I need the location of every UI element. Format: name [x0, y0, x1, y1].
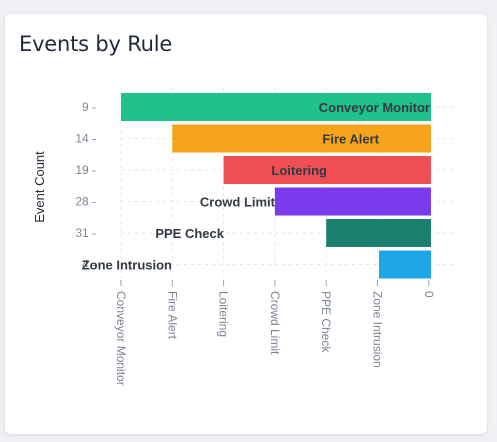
bar: [172, 124, 432, 153]
bar-label: Zone Intrusion: [82, 258, 172, 273]
y-tick-label: 4 -: [82, 258, 96, 272]
bar: [379, 250, 431, 279]
y-tick-label: 28 -: [75, 195, 96, 209]
bar-label: Conveyor Monitor: [319, 100, 430, 115]
x-tick-label: 0: [422, 291, 436, 298]
y-tick-label: 14 -: [75, 132, 96, 146]
y-tick-label: 9 -: [82, 100, 96, 114]
x-tick-label: Crowd Limit: [268, 291, 282, 355]
x-tick-label: PPE Check: [319, 291, 333, 353]
bar-label: Loitering: [271, 163, 327, 178]
bar: [121, 93, 431, 121]
bar-label: PPE Check: [155, 226, 224, 241]
bar: [326, 219, 431, 247]
bar-label: Crowd Limit: [200, 195, 276, 210]
chart-title: Events by Rule: [19, 32, 173, 56]
bar: [274, 187, 431, 216]
bar: [223, 156, 431, 184]
x-tick-label: Zone Intrusion: [371, 291, 385, 368]
y-tick-label: 19 -: [75, 163, 96, 177]
y-tick-label: 31 -: [75, 226, 96, 240]
y-axis-title: Event Count: [32, 151, 47, 223]
bar-label: Fire Alert: [322, 132, 379, 147]
x-tick-label: Fire Alert: [165, 291, 179, 340]
x-tick-label: Loitering: [217, 291, 231, 337]
x-tick-label: Conveyor Monitor: [114, 291, 128, 386]
